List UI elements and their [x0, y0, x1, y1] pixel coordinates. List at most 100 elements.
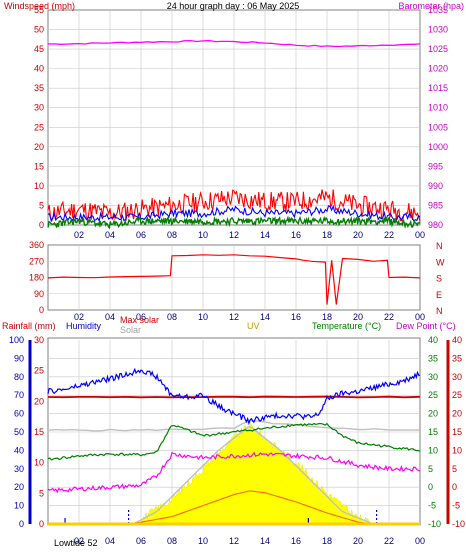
wind-y-tick-label: 15 [34, 161, 44, 171]
humidity-y-tick-label: 30 [14, 464, 24, 474]
baro-y-tick-label: 985 [428, 200, 443, 210]
baro-y-tick-label: 1035 [428, 5, 448, 15]
humidity-y-tick-label: 60 [14, 409, 24, 419]
baro-y-tick-label: 1000 [428, 142, 448, 152]
dew-y-tick-label: 35 [452, 353, 462, 363]
x-tick-label: 04 [105, 230, 115, 240]
x-tick-label: 12 [229, 536, 239, 546]
temperature-y-tick-label: 25 [428, 390, 438, 400]
x-tick-label: 20 [353, 230, 363, 240]
direction-y-tick-label: 360 [29, 240, 44, 250]
x-tick-label: 14 [260, 312, 270, 322]
humidity-y-tick-label: 40 [14, 445, 24, 455]
wind-y-tick-label: 30 [34, 103, 44, 113]
x-tick-label: 00 [415, 230, 425, 240]
x-tick-label: 02 [74, 536, 84, 546]
compass-tick-label: S [436, 274, 442, 284]
baro-y-tick-label: 1005 [428, 122, 448, 132]
legend-uv: UV [247, 321, 260, 331]
rain-y-tick-label: 15 [34, 427, 44, 437]
dew-y-tick-label: -5 [452, 501, 460, 511]
legend-humidity: Humidity [66, 321, 102, 331]
baro-y-tick-label: 1030 [428, 25, 448, 35]
compass-tick-label: W [436, 257, 445, 267]
x-tick-label: 08 [167, 312, 177, 322]
x-tick-label: 20 [353, 536, 363, 546]
dew-y-tick-label: 0 [452, 482, 457, 492]
rain-y-tick-label: 0 [39, 519, 44, 529]
x-tick-label: 14 [260, 230, 270, 240]
max-solar-line [47, 395, 421, 399]
x-tick-label: 18 [322, 230, 332, 240]
dew-y-tick-label: 15 [452, 427, 462, 437]
x-tick-label: 22 [384, 230, 394, 240]
x-tick-label: 00 [415, 536, 425, 546]
dew-y-tick-label: -10 [452, 519, 465, 529]
dew-y-tick-label: 25 [452, 390, 462, 400]
x-tick-label: 00 [415, 312, 425, 322]
temperature-y-tick-label: 35 [428, 353, 438, 363]
baro-y-tick-label: 980 [428, 220, 443, 230]
rain-y-tick-label: 20 [34, 396, 44, 406]
direction-y-tick-label: 0 [39, 305, 44, 315]
baro-y-tick-label: 1020 [428, 64, 448, 74]
lowtide-label: Lowtide 52 [54, 538, 98, 548]
direction-y-tick-label: 270 [29, 256, 44, 266]
wind-axis-title: Windspeed (mph) [4, 1, 75, 11]
x-tick-label: 12 [229, 230, 239, 240]
temperature-line [47, 422, 421, 461]
temperature-y-tick-label: 20 [428, 409, 438, 419]
wind-baro-series [47, 39, 421, 230]
x-tick-label: 20 [353, 312, 363, 322]
x-tick-label: 02 [74, 312, 84, 322]
x-tick-label: 04 [105, 312, 115, 322]
legend-max-solar: Max solar [120, 315, 159, 325]
x-tick-label: 16 [291, 312, 301, 322]
wind-y-tick-label: 50 [34, 25, 44, 35]
solar-radiation-curve [125, 490, 374, 525]
temperature-y-tick-label: -10 [428, 519, 441, 529]
rain-y-tick-label: 5 [39, 488, 44, 498]
temperature-y-tick-label: 15 [428, 427, 438, 437]
solar-line [47, 420, 421, 432]
wind-y-tick-label: 40 [34, 64, 44, 74]
humidity-y-tick-label: 70 [14, 390, 24, 400]
wind-y-tick-label: 25 [34, 122, 44, 132]
temperature-y-tick-label: 30 [428, 372, 438, 382]
dew-y-tick-label: 30 [452, 372, 462, 382]
x-tick-label: 06 [136, 312, 146, 322]
legend-dew-point: Dew Point (°C) [396, 321, 456, 331]
x-tick-label: 22 [384, 536, 394, 546]
x-tick-label: 16 [291, 230, 301, 240]
direction-y-tick-label: 90 [34, 289, 44, 299]
direction-grid [48, 245, 420, 310]
baro-y-tick-label: 990 [428, 181, 443, 191]
x-tick-label: 08 [167, 536, 177, 546]
temp-humidity-series [47, 367, 421, 526]
dew-y-tick-label: 20 [452, 409, 462, 419]
x-tick-label: 14 [260, 536, 270, 546]
temperature-y-tick-label: 10 [428, 445, 438, 455]
baro-y-tick-label: 1015 [428, 83, 448, 93]
x-tick-label: 06 [136, 536, 146, 546]
x-tick-label: 18 [322, 312, 332, 322]
legend-rainfall: Rainfall (mm) [2, 321, 56, 331]
wind-y-tick-label: 55 [34, 5, 44, 15]
chart-title: 24 hour graph day : 06 May 2025 [167, 1, 300, 11]
humidity-y-tick-label: 0 [19, 519, 24, 529]
temperature-y-tick-label: 0 [428, 482, 433, 492]
baro-y-tick-label: 1025 [428, 44, 448, 54]
humidity-y-tick-label: 90 [14, 353, 24, 363]
wind-y-tick-label: 10 [34, 181, 44, 191]
humidity-y-tick-label: 50 [14, 427, 24, 437]
compass-tick-label: E [436, 290, 442, 300]
wind-y-tick-label: 5 [39, 200, 44, 210]
wind-gust-line [47, 189, 421, 223]
direction-series [47, 254, 421, 305]
x-tick-label: 10 [198, 312, 208, 322]
rain-y-tick-label: 25 [34, 366, 44, 376]
x-tick-label: 06 [136, 230, 146, 240]
x-tick-label: 18 [322, 536, 332, 546]
wind-direction-line [47, 254, 421, 305]
